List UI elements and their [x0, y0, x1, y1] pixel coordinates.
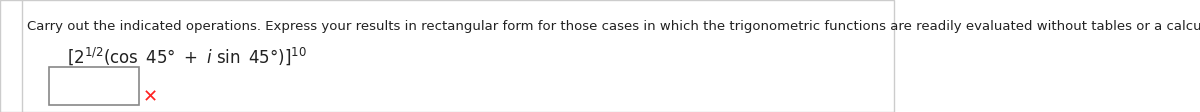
Text: Carry out the indicated operations. Express your results in rectangular form for: Carry out the indicated operations. Expr…: [26, 20, 1200, 33]
Bar: [49, 67, 138, 105]
Text: ✕: ✕: [143, 88, 157, 106]
Text: $\left[2^{1/2}(\cos\ 45°\ +\ i\ \sin\ 45°)\right]^{10}$: $\left[2^{1/2}(\cos\ 45°\ +\ i\ \sin\ 45…: [67, 45, 307, 67]
